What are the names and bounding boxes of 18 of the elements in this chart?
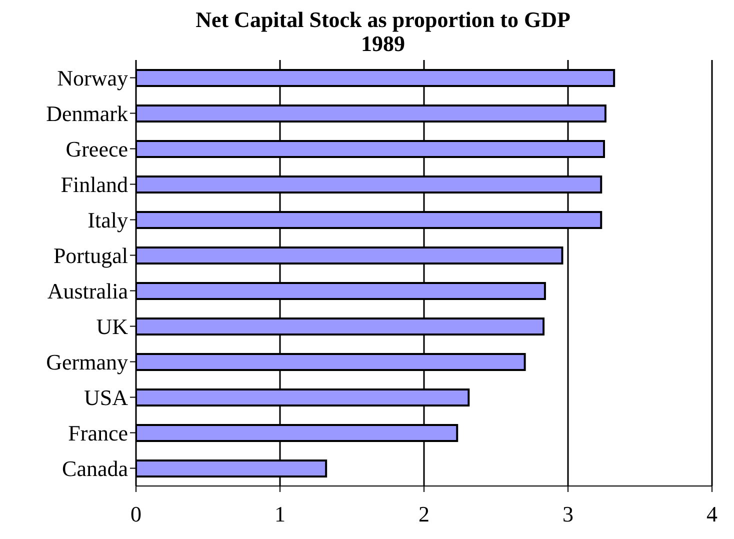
- y-tick-label: Finland: [60, 172, 128, 198]
- x-tick-label: 3: [562, 502, 574, 527]
- y-tick-label: Portugal: [53, 243, 128, 268]
- y-tick-label: Germany: [46, 350, 128, 375]
- y-tick-label: UK: [96, 314, 128, 340]
- y-tick-label: France: [68, 420, 128, 446]
- chart-title: Net Capital Stock as proportion to GDP 1989: [194, 7, 572, 56]
- y-tick-label: Norway: [57, 66, 128, 91]
- y-tick-label: Canada: [62, 456, 128, 482]
- y-tick-label: USA: [84, 385, 128, 410]
- x-tick-label: 1: [274, 502, 286, 527]
- x-tick-label: 4: [706, 502, 718, 527]
- y-tick-label: Italy: [88, 208, 128, 233]
- y-tick-label: Greece: [66, 136, 128, 162]
- y-tick-label: Denmark: [46, 101, 128, 126]
- x-tick-label: 0: [130, 502, 142, 527]
- y-tick-label: Australia: [47, 278, 128, 304]
- x-tick-label: 2: [418, 502, 430, 527]
